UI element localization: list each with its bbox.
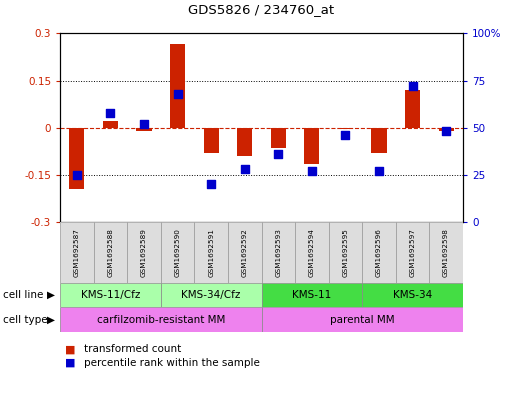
Text: GSM1692594: GSM1692594 — [309, 228, 315, 277]
Text: KMS-34: KMS-34 — [393, 290, 432, 300]
Text: carfilzomib-resistant MM: carfilzomib-resistant MM — [97, 314, 225, 325]
Text: ■: ■ — [65, 358, 76, 368]
Bar — [338, 128, 353, 129]
Text: GSM1692595: GSM1692595 — [343, 228, 348, 277]
Text: GSM1692598: GSM1692598 — [443, 228, 449, 277]
Point — [375, 168, 383, 174]
Text: GSM1692590: GSM1692590 — [175, 228, 180, 277]
Bar — [262, 222, 295, 283]
Text: GDS5826 / 234760_at: GDS5826 / 234760_at — [188, 3, 335, 16]
Point — [241, 166, 249, 173]
Point — [73, 172, 81, 178]
Text: GSM1692589: GSM1692589 — [141, 228, 147, 277]
Bar — [304, 128, 320, 164]
Bar — [328, 222, 362, 283]
Bar — [262, 307, 463, 332]
Bar — [70, 128, 85, 189]
Text: ▶: ▶ — [47, 290, 55, 300]
Bar — [161, 283, 262, 307]
Bar — [362, 283, 463, 307]
Bar — [170, 44, 185, 128]
Bar — [295, 222, 328, 283]
Text: transformed count: transformed count — [84, 344, 181, 354]
Text: GSM1692587: GSM1692587 — [74, 228, 80, 277]
Point — [408, 83, 417, 89]
Bar — [161, 222, 195, 283]
Text: KMS-34/Cfz: KMS-34/Cfz — [181, 290, 241, 300]
Bar — [271, 128, 286, 148]
Bar — [362, 222, 396, 283]
Text: GSM1692588: GSM1692588 — [108, 228, 113, 277]
Bar — [127, 222, 161, 283]
Bar — [228, 222, 262, 283]
Point — [341, 132, 349, 138]
Bar — [429, 222, 463, 283]
Text: GSM1692596: GSM1692596 — [376, 228, 382, 277]
Bar — [203, 128, 219, 153]
Bar — [60, 307, 262, 332]
Text: KMS-11/Cfz: KMS-11/Cfz — [81, 290, 140, 300]
Text: GSM1692591: GSM1692591 — [208, 228, 214, 277]
Text: cell line: cell line — [3, 290, 43, 300]
Bar — [262, 283, 362, 307]
Bar — [405, 90, 420, 128]
Point — [442, 129, 450, 135]
Text: parental MM: parental MM — [330, 314, 394, 325]
Point — [174, 91, 182, 97]
Text: GSM1692592: GSM1692592 — [242, 228, 248, 277]
Text: cell type: cell type — [3, 314, 47, 325]
Text: KMS-11: KMS-11 — [292, 290, 332, 300]
Text: ▶: ▶ — [47, 314, 55, 325]
Point — [207, 181, 215, 187]
Bar — [371, 128, 386, 153]
Bar — [237, 128, 252, 156]
Bar — [60, 283, 161, 307]
Bar — [103, 121, 118, 128]
Bar — [396, 222, 429, 283]
Bar — [60, 222, 94, 283]
Bar — [94, 222, 127, 283]
Text: GSM1692597: GSM1692597 — [410, 228, 415, 277]
Point — [274, 151, 282, 157]
Bar — [137, 128, 152, 131]
Point — [308, 168, 316, 174]
Text: GSM1692593: GSM1692593 — [275, 228, 281, 277]
Bar — [195, 222, 228, 283]
Point — [140, 121, 148, 127]
Bar — [438, 128, 453, 131]
Point — [106, 110, 115, 116]
Text: ■: ■ — [65, 344, 76, 354]
Text: percentile rank within the sample: percentile rank within the sample — [84, 358, 259, 368]
